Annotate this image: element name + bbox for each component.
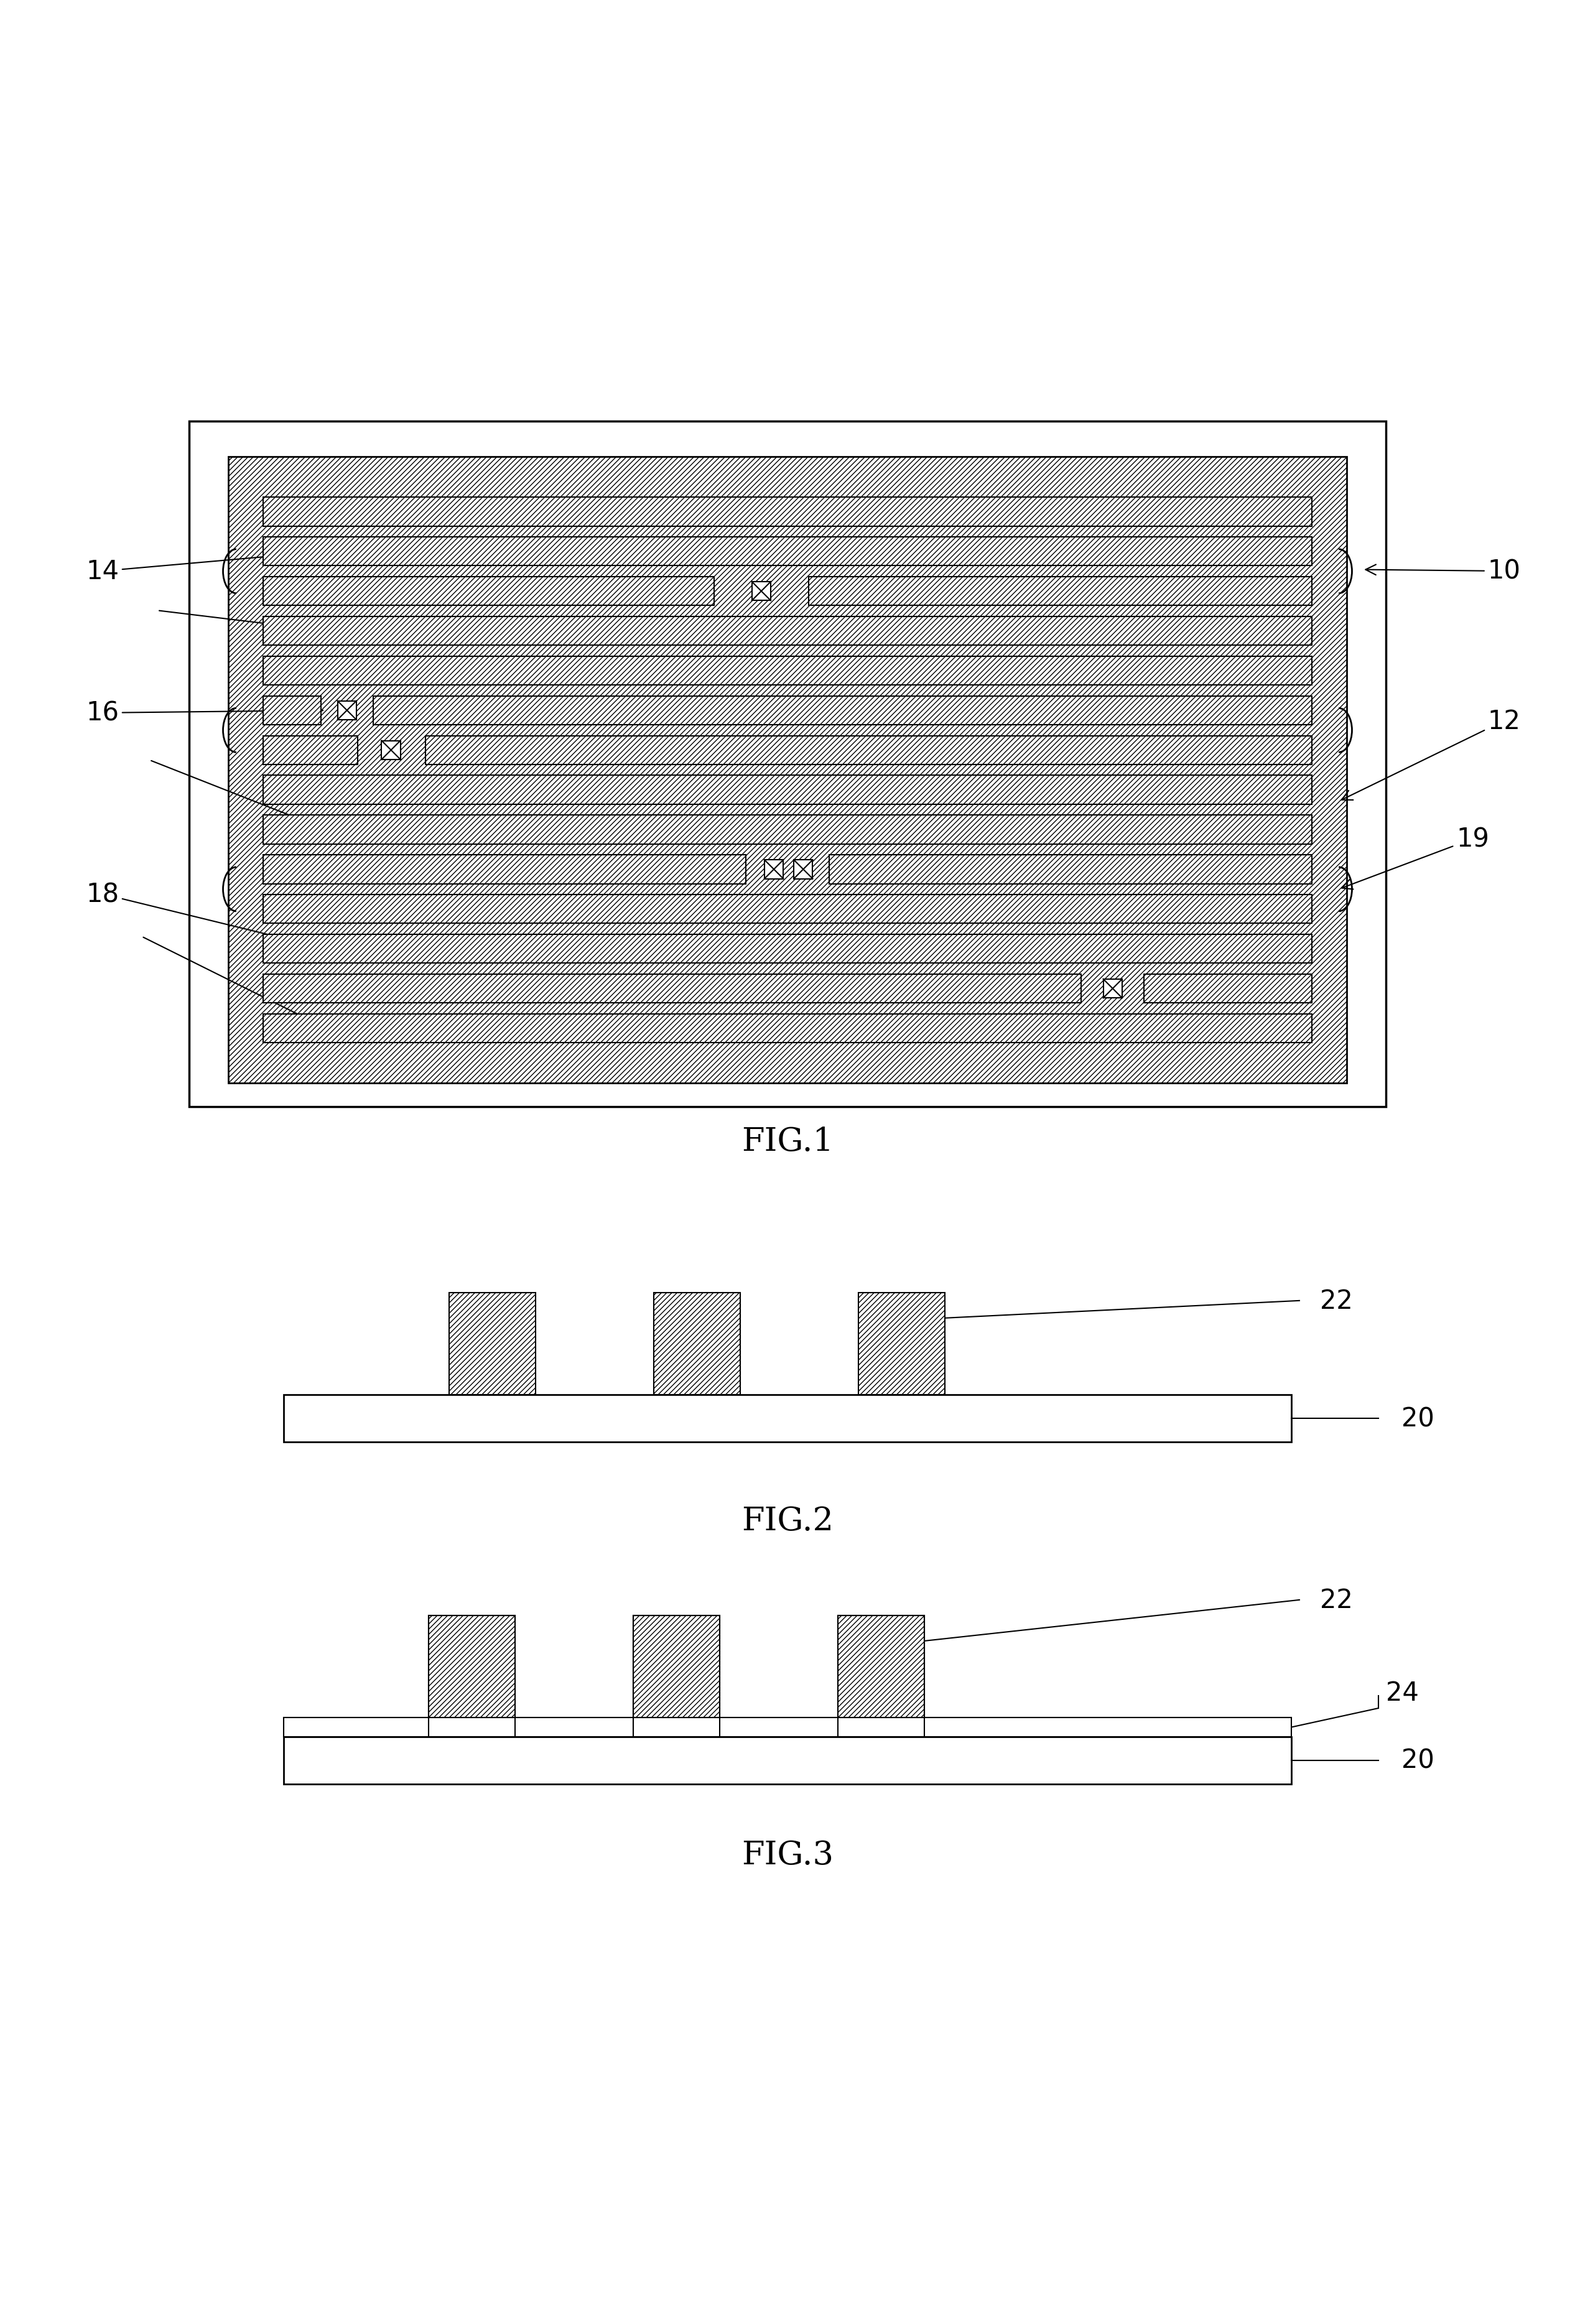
Bar bbox=[263, 537, 1312, 567]
Text: 16: 16 bbox=[87, 700, 323, 727]
Bar bbox=[428, 1615, 515, 1736]
Bar bbox=[633, 1615, 720, 1736]
Bar bbox=[838, 1615, 925, 1717]
Text: 22: 22 bbox=[1320, 1287, 1353, 1313]
Text: 19: 19 bbox=[1342, 825, 1488, 890]
Bar bbox=[189, 423, 1386, 1106]
Bar bbox=[425, 737, 1312, 765]
Bar bbox=[373, 697, 1312, 725]
Bar bbox=[830, 855, 1312, 883]
Bar bbox=[751, 581, 770, 602]
Text: 14: 14 bbox=[87, 548, 323, 586]
Text: FIG.1: FIG.1 bbox=[742, 1125, 833, 1157]
Bar bbox=[794, 860, 813, 878]
Bar bbox=[284, 1394, 1292, 1443]
Text: 12: 12 bbox=[1342, 709, 1520, 799]
Text: FIG.3: FIG.3 bbox=[742, 1838, 833, 1871]
Bar bbox=[381, 741, 400, 760]
Text: 10: 10 bbox=[1366, 558, 1520, 586]
Bar bbox=[858, 1292, 945, 1394]
Bar bbox=[1143, 974, 1312, 1004]
Bar bbox=[263, 658, 1312, 686]
Bar bbox=[263, 974, 1080, 1004]
Bar bbox=[263, 895, 1312, 923]
Bar bbox=[449, 1292, 536, 1394]
Bar bbox=[263, 697, 321, 725]
Bar bbox=[263, 816, 1312, 844]
Bar bbox=[263, 934, 1312, 964]
Bar bbox=[284, 1717, 1292, 1736]
Text: 20: 20 bbox=[1402, 1406, 1435, 1432]
Text: 18: 18 bbox=[87, 881, 323, 951]
Bar bbox=[337, 702, 356, 720]
Bar bbox=[284, 1736, 1292, 1785]
Text: FIG.2: FIG.2 bbox=[742, 1506, 833, 1536]
Bar bbox=[263, 576, 713, 607]
Bar bbox=[263, 1013, 1312, 1043]
Bar bbox=[263, 616, 1312, 646]
Text: 22: 22 bbox=[1320, 1587, 1353, 1613]
Bar bbox=[428, 1615, 515, 1717]
Bar bbox=[1102, 978, 1121, 999]
Bar bbox=[263, 776, 1312, 804]
Bar bbox=[838, 1615, 925, 1736]
Text: 20: 20 bbox=[1402, 1748, 1435, 1773]
Bar bbox=[633, 1615, 720, 1717]
Text: 24: 24 bbox=[1386, 1680, 1419, 1706]
Bar bbox=[764, 860, 783, 878]
Bar bbox=[808, 576, 1312, 607]
Bar bbox=[654, 1292, 740, 1394]
Bar bbox=[263, 855, 745, 883]
Bar bbox=[263, 737, 358, 765]
Bar bbox=[263, 497, 1312, 528]
Bar bbox=[228, 458, 1347, 1083]
